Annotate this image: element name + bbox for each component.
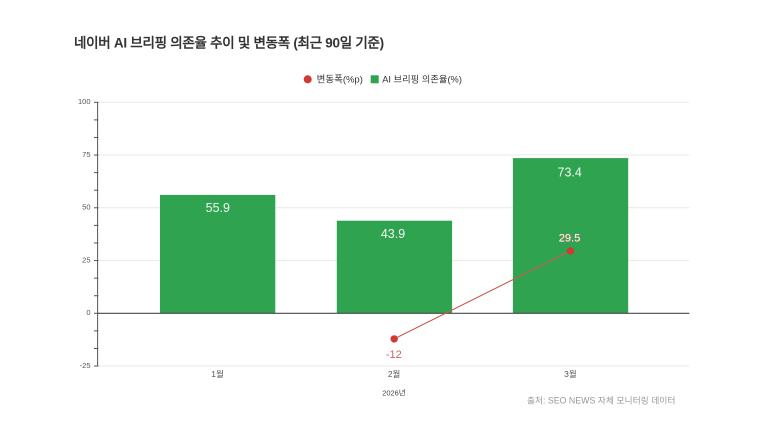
svg-text:0: 0: [86, 308, 90, 317]
svg-text:75: 75: [82, 150, 90, 159]
svg-text:3월: 3월: [564, 369, 577, 379]
svg-text:73.4: 73.4: [558, 165, 582, 179]
svg-text:출처: SEO NEWS 자체 모니터링 데이터: 출처: SEO NEWS 자체 모니터링 데이터: [527, 395, 676, 406]
svg-text:2026년: 2026년: [382, 389, 405, 398]
svg-text:29.5: 29.5: [559, 232, 580, 244]
svg-text:네이버 AI 브리핑 의존율 추이 및 변동폭 (최근 90: 네이버 AI 브리핑 의존율 추이 및 변동폭 (최근 90일 기준): [74, 34, 384, 50]
svg-text:43.9: 43.9: [381, 227, 405, 241]
svg-text:-12: -12: [386, 349, 402, 361]
svg-text:29.5: 29.5: [560, 233, 581, 245]
svg-text:25: 25: [82, 255, 90, 264]
svg-text:50: 50: [82, 203, 90, 212]
svg-text:-25: -25: [80, 361, 91, 370]
svg-text:AI 브리핑 의존율(%): AI 브리핑 의존율(%): [382, 75, 462, 85]
svg-text:변동폭(%p): 변동폭(%p): [317, 75, 363, 86]
svg-text:100: 100: [78, 97, 91, 106]
svg-text:1월: 1월: [211, 369, 224, 379]
svg-text:55.9: 55.9: [206, 201, 230, 215]
svg-text:2월: 2월: [388, 369, 401, 379]
